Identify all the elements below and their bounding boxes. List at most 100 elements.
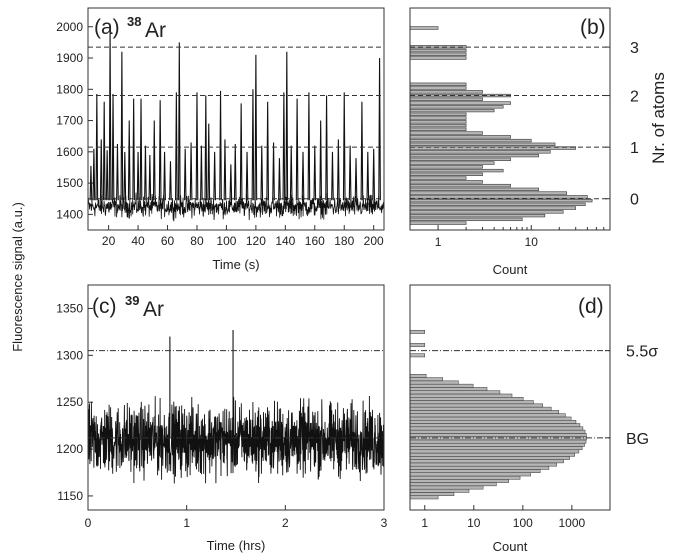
panel-a-spike [360, 101, 364, 201]
panel-b-bar [409, 101, 511, 105]
panel-b-bar [409, 206, 577, 210]
panel-d: 1 10 100 1000 5.5σ BG (d) Count [409, 284, 658, 554]
panel-b-bar [409, 202, 586, 207]
panel-b-bar [409, 180, 483, 184]
panel-d-ticks: 1 10 100 1000 5.5σ BG [421, 344, 658, 530]
panel-d-right-tick-label: 5.5σ [626, 344, 658, 361]
panel-b-bar [409, 116, 467, 120]
panel-d-bar [409, 449, 580, 454]
panel-b-bar [409, 221, 467, 225]
panel-b-bar [409, 172, 483, 176]
panel-b-bar [409, 161, 495, 165]
panel-d-bar [409, 469, 541, 473]
panel-a-y-tick-label: 1500 [56, 176, 83, 190]
panel-a-spike [372, 148, 376, 201]
panel-d-right-tick-label: BG [626, 431, 649, 448]
panel-a-spike [239, 103, 243, 201]
panel-c-y-tick-label: 1200 [56, 442, 83, 456]
panel-a-spike [354, 158, 358, 201]
panel-a-x-tick-label: 200 [364, 234, 384, 248]
panel-d-bar [409, 387, 488, 391]
panel-b-x-tick-label: 10 [525, 235, 539, 249]
panel-d-bar [409, 456, 570, 460]
panel-d-bar [409, 472, 531, 477]
panel-b-bar [409, 168, 504, 173]
panel-b-bar [409, 90, 483, 94]
panel-b-bar [409, 187, 539, 192]
panel-a-y-tick-label: 2000 [56, 20, 83, 34]
panel-a-spike [295, 98, 299, 201]
panel-a-spike [127, 120, 131, 201]
panel-a-spike [282, 92, 286, 201]
panel-c-frame [87, 284, 385, 511]
panel-b-bar [409, 191, 567, 195]
panel-c-x-tick-label: 1 [183, 516, 190, 530]
panel-c-x-label: Time (hrs) [207, 538, 266, 553]
panel-b-bar [409, 26, 439, 30]
panel-a-spike [92, 148, 96, 201]
panel-b-bar [409, 97, 483, 101]
panel-d-bar [409, 482, 497, 487]
panel-d-bar [409, 377, 443, 382]
panel-a-spike [204, 95, 208, 201]
panel-d-label: (d) [578, 295, 604, 318]
panel-a-spike [105, 150, 109, 201]
panel-b-atom-tick-label: 3 [630, 40, 639, 57]
panel-a-spike [254, 54, 258, 201]
panel-b-bar [409, 82, 467, 86]
panel-c-y-tick-label: 1150 [57, 489, 83, 503]
panel-d-bar [409, 374, 427, 378]
panel-a-spike [108, 31, 112, 201]
panel-b: 1 10 0 1 2 3 (b) Count Nr. of atoms [409, 7, 668, 277]
panel-c-x-tick-label: 2 [282, 516, 289, 530]
panel-a-spike [266, 101, 270, 201]
panel-a-spike [233, 144, 237, 201]
panel-a-isotope-symbol: Ar [145, 19, 166, 42]
panel-a-spike [148, 154, 152, 201]
panel-b-bar [409, 123, 467, 128]
panel-a-y-tick-label: 1800 [56, 82, 83, 96]
panel-a-spike [219, 90, 222, 201]
panel-d-bar [409, 353, 426, 358]
panel-a-spike [169, 161, 172, 201]
panel-a-spike [207, 123, 211, 201]
panel-c-isotope-mass: 39 [125, 293, 139, 308]
panel-b-label: (b) [580, 16, 606, 39]
panel-a-spike [183, 148, 187, 201]
panel-a-spike [223, 139, 227, 201]
panel-a-spike [175, 92, 178, 201]
panel-a-spike [123, 151, 127, 201]
panel-a-spike [366, 151, 370, 201]
panel-a-x-label: Time (s) [212, 257, 259, 272]
panel-a-spike [177, 42, 181, 201]
panel-d-bar [409, 429, 586, 434]
panel-a-x-tick-label: 20 [102, 234, 116, 248]
panel-d-bar [409, 329, 426, 334]
panel-a-x-tick-label: 60 [161, 234, 175, 248]
panel-a-y-tick-label: 1900 [56, 51, 83, 65]
panel-a-spike [313, 145, 317, 201]
panel-a-spike [260, 145, 264, 201]
panel-a-spike [336, 139, 340, 201]
panel-b-atom-tick-label: 1 [630, 140, 639, 157]
panel-d-bar [409, 479, 509, 483]
panel-d-bar [409, 442, 585, 447]
panel-b-bar [409, 210, 564, 214]
panel-a-spike [89, 165, 93, 201]
panel-a-spike [99, 139, 103, 201]
panel-c-x-tick-label: 3 [381, 516, 388, 530]
panel-a-spike [325, 95, 328, 201]
panel-d-bar [409, 413, 566, 418]
panel-b-histogram [409, 26, 593, 225]
panel-b-bar [409, 138, 532, 143]
panel-b-bar [409, 108, 495, 113]
panel-b-bar [409, 195, 588, 199]
panel-b-bar [409, 56, 467, 60]
panel-a-ticks: 20 40 60 80 100 120 140 160 180 200 1400 1500 1600 17… [56, 20, 384, 248]
panel-b-bar [409, 127, 467, 131]
panel-d-bar [409, 465, 550, 470]
panel-d-x-tick-label: 1000 [558, 516, 585, 530]
panel-a-spike [120, 51, 124, 201]
panel-a-spike [189, 142, 193, 201]
